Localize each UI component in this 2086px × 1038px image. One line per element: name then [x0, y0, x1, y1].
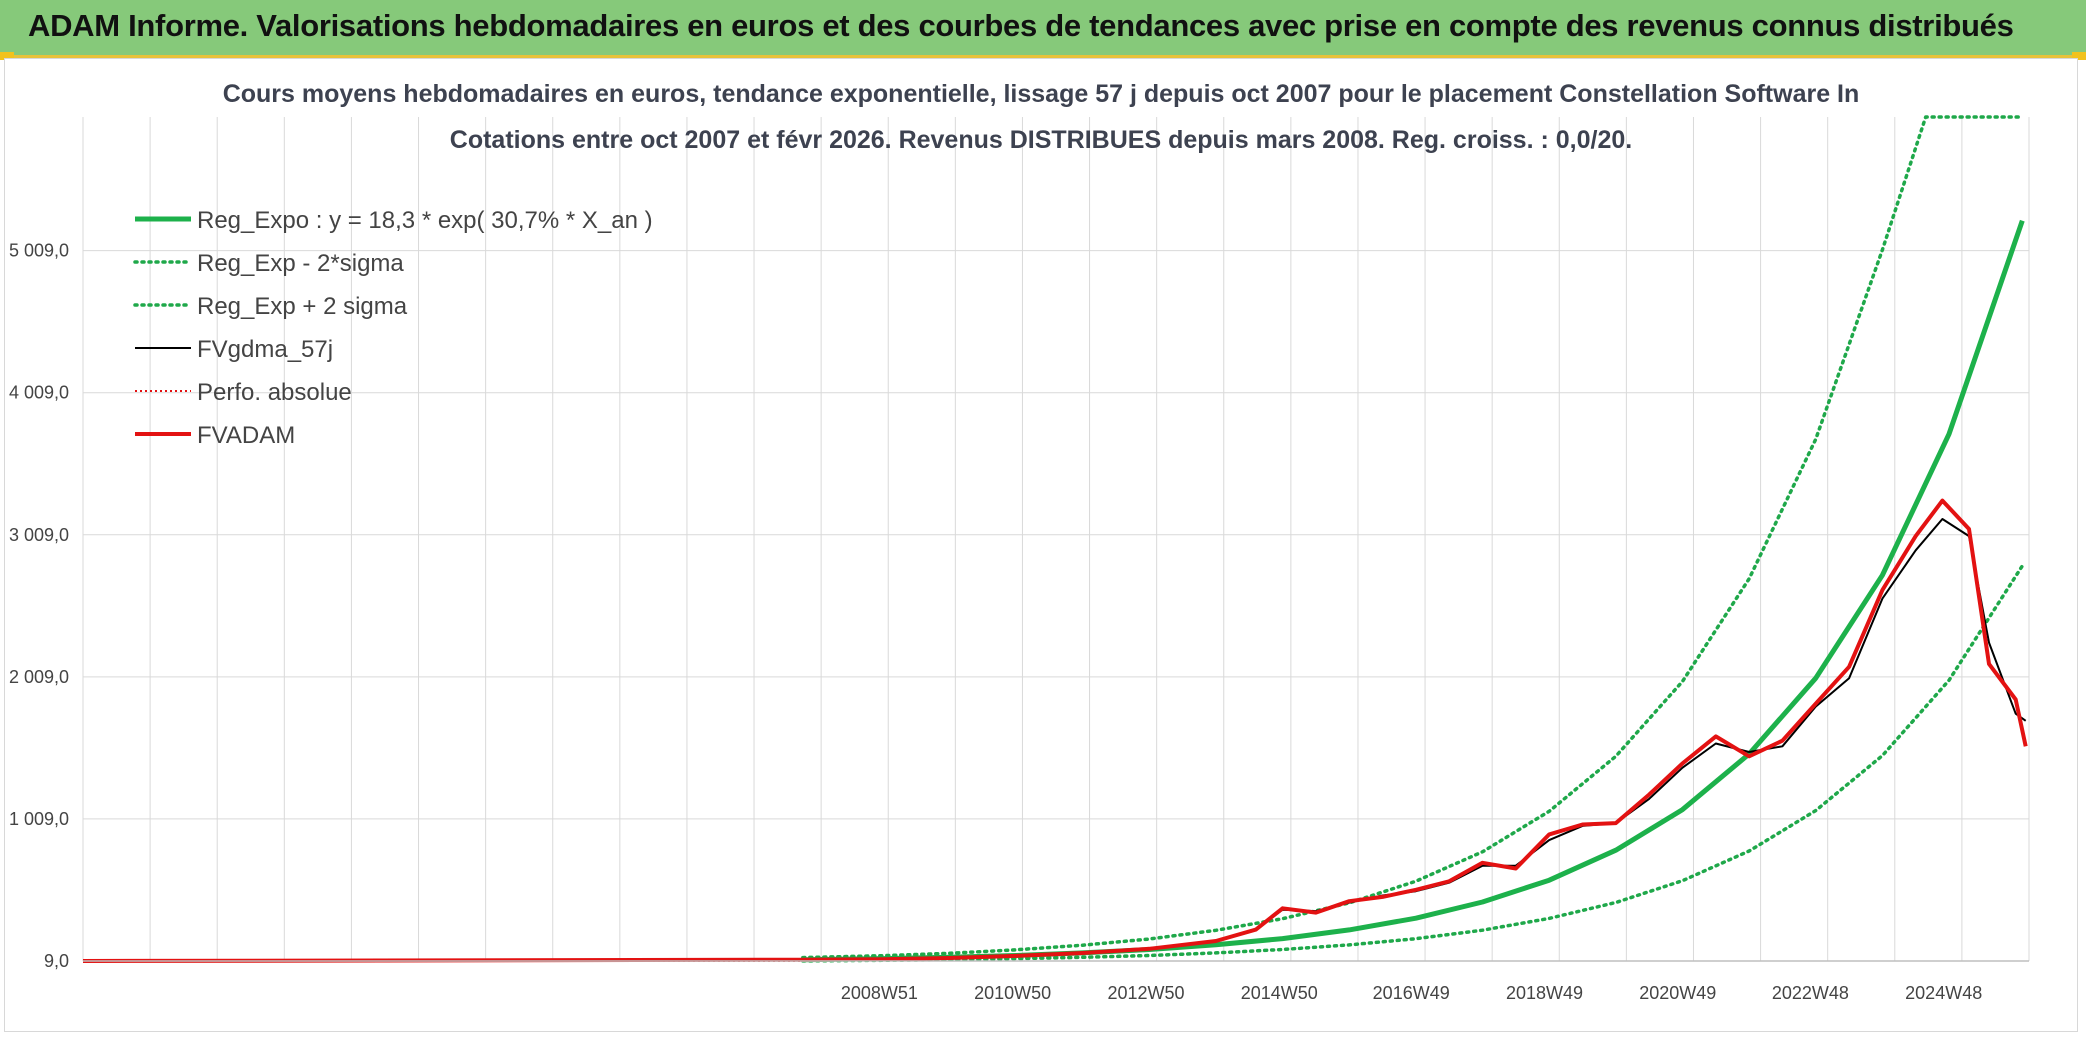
series-fvgdma-57j [802, 518, 2027, 961]
y-tick-label: 1 009,0 [9, 809, 69, 829]
header-banner: ADAM Informe. Valorisations hebdomadaire… [0, 0, 2086, 58]
axes: 9,0 1 009,0 2 009,0 3 009,0 4 009,0 5 009,0 20… [9, 241, 2029, 1003]
x-tick-label: 2018W49 [1506, 983, 1583, 1003]
legend-label-reg-exp-2-sigma: Reg_Exp + 2 sigma [197, 293, 408, 320]
x-tick-label: 2020W49 [1639, 983, 1716, 1003]
legend-label-perfo-absolue: Perfo. absolue [197, 379, 352, 406]
series-fvadam [82, 498, 2028, 963]
legend: Reg_Expo : y = 18,3 * exp( 30,7% * X_an … [133, 207, 653, 449]
x-tick-label: 2008W51 [841, 983, 918, 1003]
legend-label-reg-exp-2-sigma: Reg_Exp - 2*sigma [197, 250, 404, 277]
series-reg-exp-2-sigma [801, 115, 2025, 960]
x-tick-label: 2010W50 [974, 983, 1051, 1003]
y-tick-label: 2 009,0 [9, 667, 69, 687]
y-tick-label: 9,0 [44, 951, 69, 971]
page-title: ADAM Informe. Valorisations hebdomadaire… [28, 8, 2014, 43]
corner-accent-right [2072, 52, 2086, 60]
chart-title: Cours moyens hebdomadaires en euros, ten… [223, 80, 1860, 108]
x-tick-label: 2024W48 [1905, 983, 1982, 1003]
y-tick-label: 4 009,0 [9, 383, 69, 403]
corner-accent-left [0, 52, 14, 60]
series-reg-expo [802, 219, 2025, 963]
legend-label-reg-expo-y-18-3-exp-30-7-x-an: Reg_Expo : y = 18,3 * exp( 30,7% * X_an … [197, 207, 653, 234]
grid [82, 117, 2030, 962]
chart-subtitle: Cotations entre oct 2007 et févr 2026. R… [450, 126, 1632, 154]
x-tick-label: 2022W48 [1772, 983, 1849, 1003]
legend-label-fvadam: FVADAM [197, 422, 295, 449]
series-reg-exp-2-sigma [801, 564, 2025, 963]
x-tick-label: 2016W49 [1373, 983, 1450, 1003]
chart-frame: 9,0 1 009,0 2 009,0 3 009,0 4 009,0 5 009,0 20… [4, 58, 2078, 1032]
legend-label-fvgdma-57j: FVgdma_57j [197, 336, 333, 363]
x-tick-label: 2012W50 [1107, 983, 1184, 1003]
series [82, 115, 2028, 963]
x-tick-label: 2014W50 [1241, 983, 1318, 1003]
y-tick-label: 5 009,0 [9, 241, 69, 261]
line-chart: 9,0 1 009,0 2 009,0 3 009,0 4 009,0 5 009,0 20… [9, 80, 2030, 1003]
y-tick-label: 3 009,0 [9, 525, 69, 545]
